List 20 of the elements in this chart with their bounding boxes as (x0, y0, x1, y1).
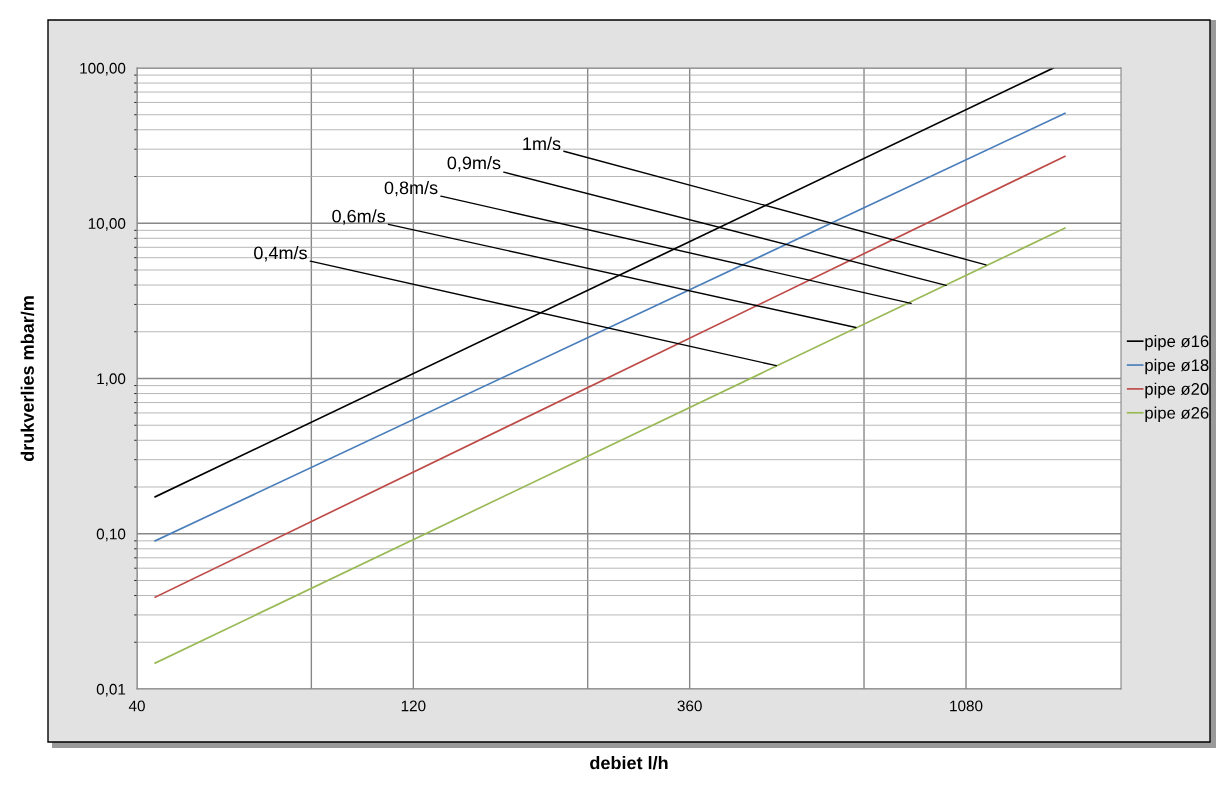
annotation: 0,4m/s (254, 246, 307, 262)
x-tick-label: 1080 (950, 700, 983, 712)
legend-label: pipe ø18 (1145, 358, 1209, 375)
annotation: 0,8m/s (384, 180, 438, 197)
x-tick-label: 120 (401, 700, 426, 712)
y-tick-label: 0,01 (96, 683, 126, 697)
y-tick-label: 10,00 (88, 218, 126, 231)
legend-label: pipe ø20 (1145, 382, 1209, 399)
annotation: 1m/s (523, 136, 561, 151)
legend-label: pipe ø26 (1145, 406, 1209, 423)
y-axis-title: drukverlies mbar/m (20, 296, 35, 462)
annotation: 0,9m/s (447, 156, 501, 172)
legend-label: pipe ø16 (1145, 334, 1209, 351)
y-tick-label: 0,10 (96, 528, 126, 542)
y-tick-label: 1,00 (97, 373, 126, 386)
x-axis-title: debiet l/h (590, 756, 668, 770)
x-tick-label: 360 (677, 700, 702, 712)
y-tick-label: 100,00 (80, 62, 126, 76)
annotation: 0,6m/s (332, 209, 386, 225)
x-tick-label: 40 (128, 700, 145, 712)
